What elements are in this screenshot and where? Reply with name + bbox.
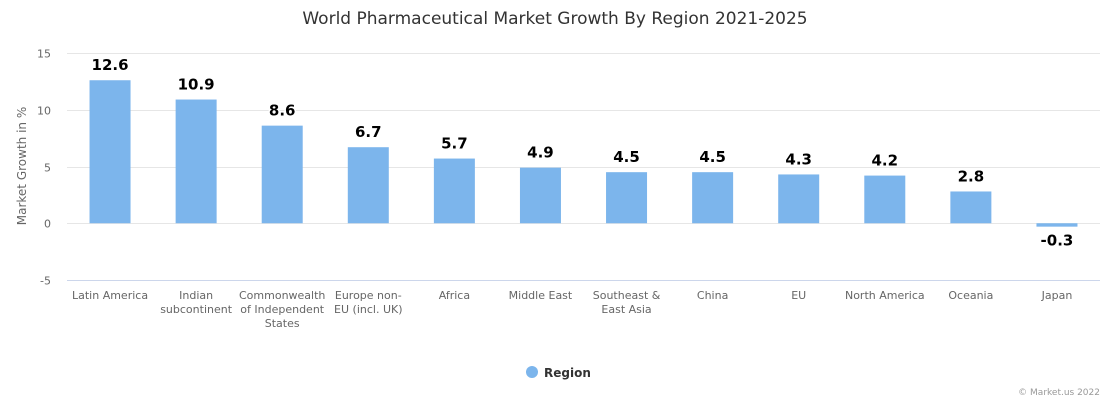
y-tick-label: 5 xyxy=(44,162,51,175)
data-label: 2.8 xyxy=(958,167,985,185)
x-tick-label: Commonwealth of Independent States xyxy=(239,289,325,330)
y-tick-label: -5 xyxy=(40,275,51,288)
bar[interactable] xyxy=(261,125,303,224)
data-label: 4.5 xyxy=(699,148,726,166)
data-label: 4.2 xyxy=(872,152,899,170)
x-tick-label: Latin America xyxy=(72,289,148,302)
data-label: 8.6 xyxy=(269,102,296,120)
data-label: 5.7 xyxy=(441,135,468,153)
bar[interactable] xyxy=(519,167,561,224)
bar[interactable] xyxy=(175,99,217,224)
legend-item-region[interactable]: Region xyxy=(544,366,591,380)
data-label: -0.3 xyxy=(1041,231,1074,249)
data-label: 6.7 xyxy=(355,123,382,141)
bar[interactable] xyxy=(89,80,131,224)
y-axis-title: Market Growth in % xyxy=(15,107,29,225)
bar[interactable] xyxy=(433,158,475,224)
data-label: 4.5 xyxy=(613,148,640,166)
x-tick-label: Indian subcontinent xyxy=(160,289,233,316)
y-tick-label: 0 xyxy=(44,218,51,231)
y-tick-label: 15 xyxy=(37,48,51,61)
bar[interactable] xyxy=(692,172,734,224)
bar[interactable] xyxy=(778,174,820,224)
x-tick-label: Japan xyxy=(1041,289,1073,302)
x-tick-label: China xyxy=(697,289,728,302)
x-tick-label: Middle East xyxy=(509,289,573,302)
x-tick-label: Oceania xyxy=(948,289,993,302)
bar[interactable] xyxy=(347,147,389,224)
bar[interactable] xyxy=(950,191,992,224)
data-label: 4.3 xyxy=(785,150,812,168)
data-label: 12.6 xyxy=(92,56,129,74)
chart-title: World Pharmaceutical Market Growth By Re… xyxy=(302,9,807,29)
x-tick-label: North America xyxy=(845,289,925,302)
credit[interactable]: © Market.us 2022 xyxy=(1018,388,1100,398)
x-tick-label: Southeast & East Asia xyxy=(593,289,661,316)
legend-marker xyxy=(526,366,538,378)
y-tick-label: 10 xyxy=(37,105,51,118)
bar[interactable] xyxy=(606,172,648,224)
bar[interactable] xyxy=(1036,223,1078,227)
legend[interactable]: Region xyxy=(526,366,591,380)
data-label: 4.9 xyxy=(527,144,554,162)
bar[interactable] xyxy=(864,175,906,224)
data-label: 10.9 xyxy=(178,76,215,94)
x-tick-label: Europe non-EU (incl. UK) xyxy=(334,289,402,316)
x-tick-label: EU xyxy=(791,289,806,302)
x-tick-label: Africa xyxy=(439,289,470,302)
